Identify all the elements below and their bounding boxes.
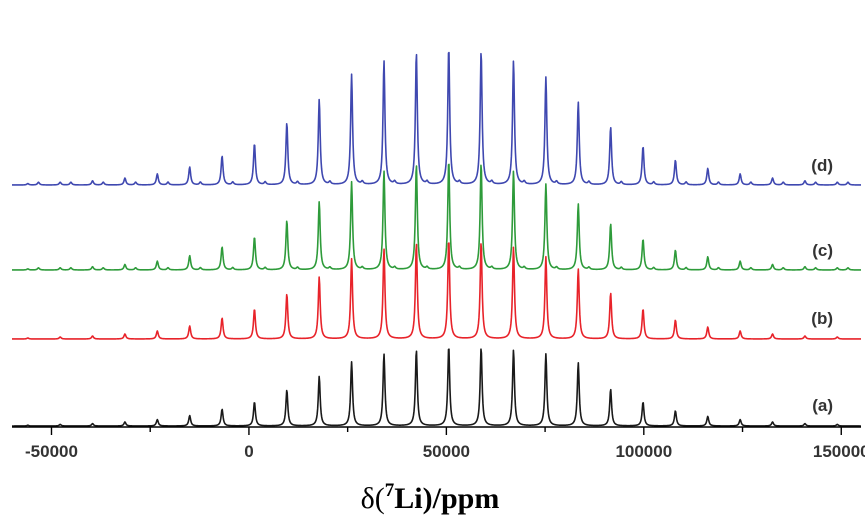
x-axis-label-prefix: δ( [361,482,385,515]
series-label-c: (c) [812,241,833,260]
x-axis-label: δ(7Li)/ppm [361,480,500,515]
x-tick-label: 150000 [813,442,865,461]
series-label-b: (b) [811,309,833,328]
spectra-traces [11,51,862,427]
series-label-d: (d) [811,156,833,175]
x-tick-label: -50000 [25,442,78,461]
spectrum-trace-c [11,163,862,271]
x-axis-tick-labels: -50000 0 50000 100000 150000 [25,442,865,461]
series-label-a: (a) [812,396,833,415]
series-labels: (a) (b) (c) (d) [811,156,833,415]
x-tick-label: 100000 [615,442,672,461]
spectrum-trace-b [11,242,862,340]
x-axis-ticks [50,427,842,435]
x-axis-label-superscript: 7 [385,480,395,501]
x-tick-label: 0 [244,442,253,461]
x-tick-label: 50000 [423,442,470,461]
x-axis-label-suffix: )/ppm [423,482,500,515]
spectrum-trace-a [11,348,862,427]
spectrum-trace-d [11,51,862,186]
plot-area: -50000 0 50000 100000 150000 (a) (b) (c) (d) [11,51,865,461]
x-axis-label-element: Li [394,482,422,515]
